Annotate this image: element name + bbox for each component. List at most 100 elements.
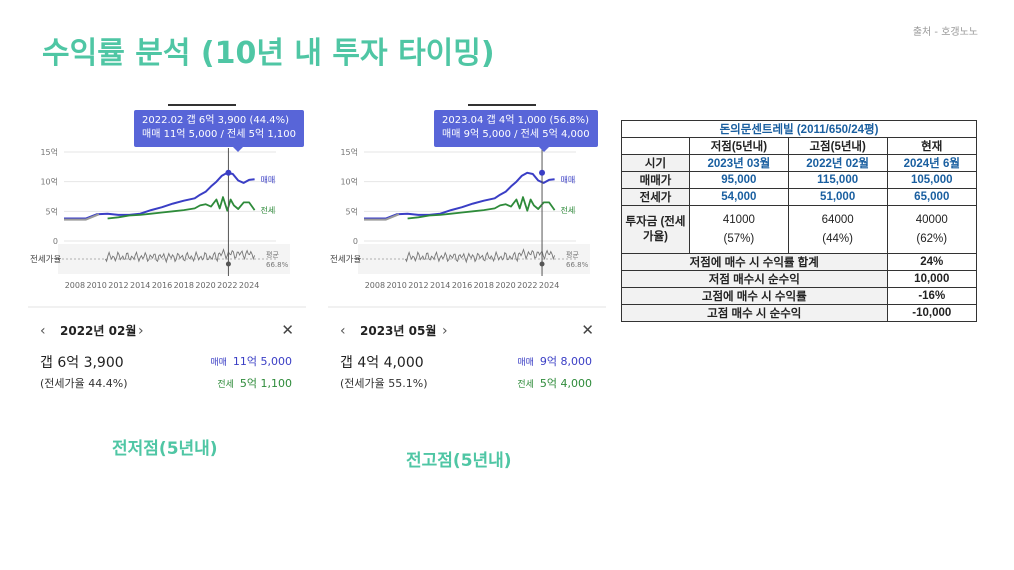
slide-title: 수익률 분석 (10년 내 투자 타이밍)	[42, 36, 495, 71]
series-label: 전세	[561, 205, 576, 215]
x-tick-label: 2016	[452, 281, 472, 290]
table-row: 투자금 (전세가율) 41000 (57%) 64000 (44%) 40000…	[621, 205, 978, 254]
summary-value: 10,000	[886, 270, 978, 288]
sale-label: 매매	[517, 358, 534, 368]
sale-value: 9억 8,000	[539, 355, 592, 368]
row-label: 전세가	[621, 188, 690, 206]
chart-panel-high: 15억 10억 5억 0 전세가율 평균 66.8% 매매 전세 2008 2010 2012 2014…	[328, 104, 606, 404]
table-row: 시기 2023년 03월 2022년 02월 2024년 6월	[621, 154, 978, 172]
table-cell: 105,000	[886, 171, 978, 189]
x-tick-label: 2024	[239, 281, 259, 290]
close-icon[interactable]: ✕	[281, 321, 294, 339]
table-cell: 115,000	[787, 171, 888, 189]
x-tick-label: 2020	[195, 281, 215, 290]
x-tick-label: 2012	[108, 281, 128, 290]
tooltip-line2: 매매 11억 5,000 / 전세 5억 1,100	[142, 129, 296, 140]
jeonse-value: 5억 4,000	[539, 377, 592, 390]
table-row: 매매가 95,000 115,000 105,000	[621, 171, 978, 189]
header-cell: 저점(5년내)	[689, 137, 789, 155]
prev-month-icon[interactable]: ‹	[340, 323, 346, 339]
jeonse-price: 전세 5억 1,100	[217, 375, 292, 391]
chart-panel-low: 15억 10억 5억 0 전세가율 평균 66.8% 매매 전세 2008 2010 2012 2014…	[28, 104, 306, 404]
x-tick-label: 2018	[174, 281, 194, 290]
jeonse-series-line	[107, 196, 256, 220]
table-title: 돈의문센트레빌 (2011/650/24평)	[621, 120, 977, 138]
chart-tooltip: 2022.02 갭 6억 3,900 (44.4%) 매매 11억 5,000 …	[134, 110, 304, 147]
date-navigator: ‹ 2023년 05월 › ✕	[340, 321, 594, 341]
table-cell: 40000 (62%)	[886, 205, 978, 254]
ratio-label: 전세가율	[30, 254, 61, 265]
next-month-icon[interactable]: ›	[442, 323, 448, 339]
summary-row: 저점 매수시 순수익 10,000	[621, 270, 978, 288]
row-label: 시기	[621, 154, 690, 172]
jeonse-ratio: (전세가율 44.4%)	[40, 377, 128, 390]
y-tick-label: 5억	[346, 206, 358, 216]
table-cell: 2022년 02월	[787, 154, 888, 172]
y-tick-label: 0	[53, 237, 58, 246]
table-title-row: 돈의문센트레빌 (2011/650/24평)	[621, 120, 977, 138]
table-header-row: 저점(5년내) 고점(5년내) 현재	[621, 137, 978, 155]
tooltip-line1: 2023.04 갭 4억 1,000 (56.8%)	[442, 115, 590, 126]
sale-label: 매매	[210, 358, 227, 368]
jeonse-value: 5억 1,100	[239, 377, 292, 390]
avg-label: 평균	[566, 250, 579, 259]
x-tick-label: 2014	[430, 281, 450, 290]
x-tick-label: 2014	[130, 281, 150, 290]
ratio-label: 전세가율	[330, 254, 361, 265]
summary-label: 고점에 매수 시 수익률	[621, 287, 888, 305]
table-cell: 41000 (57%)	[689, 205, 789, 254]
table-cell: 54,000	[689, 188, 789, 206]
x-tick-label: 2022	[217, 281, 237, 290]
jeonse-price: 전세 5억 4,000	[517, 375, 592, 391]
jeonse-series-line	[407, 196, 556, 220]
tooltip-notch	[233, 147, 243, 152]
series-label: 전세	[261, 205, 276, 215]
y-tick-label: 5억	[46, 206, 58, 216]
y-tick-label: 0	[353, 237, 358, 246]
cursor-point-sale	[225, 169, 232, 176]
date-navigator: ‹ 2022년 02월 › ✕	[40, 321, 294, 341]
jeonse-label: 전세	[517, 380, 534, 390]
table-cell: 65,000	[886, 188, 978, 206]
nav-date: 2022년 02월	[60, 324, 137, 338]
gap-amount: 갭 4억 4,000	[340, 355, 424, 371]
prev-month-icon[interactable]: ‹	[40, 323, 46, 339]
summary-value: -16%	[886, 287, 978, 305]
caption-low: 전저점(5년내)	[112, 439, 218, 459]
y-tick-label: 15억	[340, 147, 358, 157]
avg-label: 평균	[266, 250, 279, 259]
sale-price: 매매 9억 8,000	[517, 353, 592, 369]
x-tick-label: 2022	[517, 281, 537, 290]
summary-row: 저점에 매수 시 수익률 합계 24%	[621, 253, 978, 271]
x-tick-label: 2016	[152, 281, 172, 290]
tooltip-line2: 매매 9억 5,000 / 전세 5억 4,000	[442, 129, 590, 140]
jeonse-label: 전세	[217, 380, 234, 390]
y-tick-label: 10억	[340, 177, 358, 187]
header-cell	[621, 137, 690, 155]
gap-amount: 갭 6억 3,900	[40, 355, 124, 371]
close-icon[interactable]: ✕	[581, 321, 594, 339]
x-tick-label: 2010	[86, 281, 106, 290]
jeonse-ratio: (전세가율 55.1%)	[340, 377, 428, 390]
cursor-point-sale	[539, 169, 546, 176]
series-label: 매매	[561, 175, 576, 184]
summary-label: 저점 매수시 순수익	[621, 270, 888, 288]
x-tick-label: 2018	[474, 281, 494, 290]
x-tick-label: 2024	[539, 281, 559, 290]
tooltip-notch	[539, 147, 549, 152]
row-label: 매매가	[621, 171, 690, 189]
x-tick-label: 2020	[495, 281, 515, 290]
header-cell: 현재	[886, 137, 978, 155]
sale-price: 매매 11억 5,000	[210, 353, 292, 369]
next-month-icon[interactable]: ›	[138, 323, 144, 339]
cursor-point-ratio	[225, 261, 231, 267]
x-tick-label: 2008	[365, 281, 385, 290]
nav-date: 2023년 05월	[360, 324, 437, 338]
ratio-series-line	[105, 248, 256, 264]
y-tick-label: 15억	[40, 147, 58, 157]
table-cell: 95,000	[689, 171, 789, 189]
table-cell: 2023년 03월	[689, 154, 789, 172]
ratio-series-line	[405, 248, 556, 264]
